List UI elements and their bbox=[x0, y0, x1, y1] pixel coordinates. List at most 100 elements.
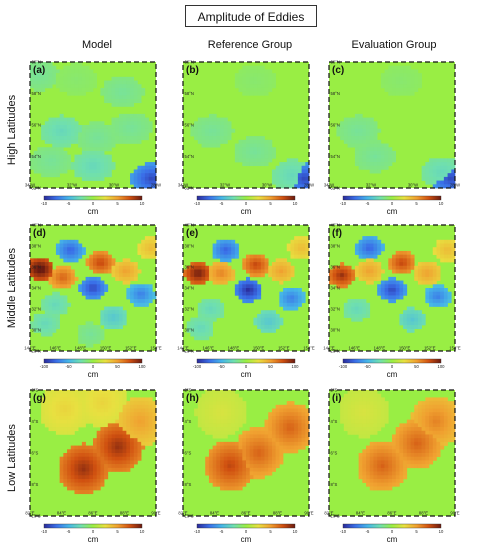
eddy-cell bbox=[271, 325, 276, 330]
eddy-cell bbox=[432, 158, 437, 163]
eddy-cell bbox=[208, 427, 213, 432]
eddy-cell bbox=[216, 478, 221, 483]
eddy-cell bbox=[115, 132, 120, 137]
eddy-cell bbox=[343, 117, 348, 122]
eddy-cell bbox=[440, 445, 445, 450]
eddy-cell bbox=[63, 128, 68, 133]
eddy-cell bbox=[148, 176, 153, 181]
eddy-cell bbox=[67, 280, 72, 285]
eddy-cell bbox=[403, 284, 408, 289]
eddy-cell bbox=[100, 404, 105, 409]
eddy-cell bbox=[89, 393, 94, 398]
eddy-cell bbox=[260, 80, 265, 85]
eddy-cell bbox=[264, 313, 269, 318]
eddy-cell bbox=[212, 132, 217, 137]
eddy-cell bbox=[392, 478, 397, 483]
eddy-cell bbox=[231, 449, 236, 454]
eddy-cell bbox=[85, 336, 90, 341]
eddy-cell bbox=[436, 423, 441, 428]
eddy-cell bbox=[74, 467, 79, 472]
eddy-cell bbox=[118, 438, 123, 443]
eddy-cell bbox=[429, 449, 434, 454]
eddy-cell bbox=[100, 125, 105, 130]
eddy-cell bbox=[220, 262, 225, 267]
eddy-cell bbox=[238, 478, 243, 483]
eddy-cell bbox=[238, 434, 243, 439]
eddy-cell bbox=[336, 265, 341, 270]
eddy-cell bbox=[130, 299, 135, 304]
eddy-cell bbox=[78, 243, 83, 248]
eddy-cell bbox=[115, 121, 120, 126]
eddy-cell bbox=[253, 475, 258, 480]
eddy-cell bbox=[246, 84, 251, 89]
eddy-cell bbox=[432, 423, 437, 428]
eddy-cell bbox=[104, 125, 109, 130]
eddy-cell bbox=[186, 265, 191, 270]
eddy-cell bbox=[67, 467, 72, 472]
eddy-cell bbox=[33, 65, 38, 70]
eddy-cell bbox=[305, 415, 310, 420]
eddy-cell bbox=[107, 91, 112, 96]
eddy-cell bbox=[93, 154, 98, 159]
eddy-cell bbox=[246, 456, 251, 461]
eddy-cell bbox=[366, 136, 371, 141]
eddy-cell bbox=[369, 456, 374, 461]
eddy-cell bbox=[354, 412, 359, 417]
eddy-cell bbox=[242, 87, 247, 92]
eddy-cell bbox=[271, 438, 276, 443]
eddy-cell bbox=[137, 401, 142, 406]
eddy-cell bbox=[67, 76, 72, 81]
eddy-cell bbox=[70, 84, 75, 89]
eddy-cell bbox=[340, 397, 345, 402]
eddy-cell bbox=[48, 273, 53, 278]
eddy-cell bbox=[104, 449, 109, 454]
eddy-cell bbox=[443, 291, 448, 296]
eddy-cell bbox=[70, 482, 75, 487]
eddy-cell bbox=[399, 84, 404, 89]
eddy-cell bbox=[104, 471, 109, 476]
eddy-cell bbox=[74, 162, 79, 167]
eddy-cell bbox=[301, 295, 306, 300]
eddy-cell bbox=[384, 460, 389, 465]
eddy-cell bbox=[283, 299, 288, 304]
eddy-cell bbox=[358, 412, 363, 417]
eddy-cell bbox=[231, 430, 236, 435]
eddy-cell bbox=[369, 482, 374, 487]
eddy-cell bbox=[48, 423, 53, 428]
x-tick-label: 148°E bbox=[374, 346, 386, 351]
eddy-cell bbox=[111, 449, 116, 454]
eddy-cell bbox=[63, 69, 68, 74]
eddy-cell bbox=[89, 467, 94, 472]
eddy-cell bbox=[78, 475, 83, 480]
eddy-cell bbox=[421, 280, 426, 285]
x-tick-label: 82°E bbox=[25, 511, 34, 516]
eddy-cell bbox=[238, 475, 243, 480]
eddy-cell bbox=[81, 84, 86, 89]
eddy-cell bbox=[268, 76, 273, 81]
eddy-cell bbox=[107, 269, 112, 274]
eddy-cell bbox=[351, 117, 356, 122]
eddy-cell bbox=[85, 173, 90, 178]
eddy-cell bbox=[59, 143, 64, 148]
eddy-cell bbox=[286, 401, 291, 406]
map-frame bbox=[29, 61, 157, 189]
eddy-cell bbox=[44, 262, 49, 267]
eddy-cell bbox=[118, 136, 123, 141]
eddy-cell bbox=[253, 139, 258, 144]
eddy-cell bbox=[432, 165, 437, 170]
eddy-cell bbox=[301, 254, 306, 259]
eddy-cell bbox=[305, 239, 310, 244]
eddy-cell bbox=[305, 169, 310, 174]
eddy-cell bbox=[227, 254, 232, 259]
eddy-cell bbox=[137, 176, 142, 181]
eddy-cell bbox=[152, 295, 157, 300]
eddy-cell bbox=[107, 306, 112, 311]
eddy-cell bbox=[74, 449, 79, 454]
eddy-cell bbox=[133, 299, 138, 304]
eddy-cell bbox=[133, 460, 138, 465]
eddy-cell bbox=[354, 419, 359, 424]
eddy-cell bbox=[279, 423, 284, 428]
eddy-cell bbox=[286, 299, 291, 304]
eddy-cell bbox=[425, 427, 430, 432]
eddy-cell bbox=[85, 321, 90, 326]
